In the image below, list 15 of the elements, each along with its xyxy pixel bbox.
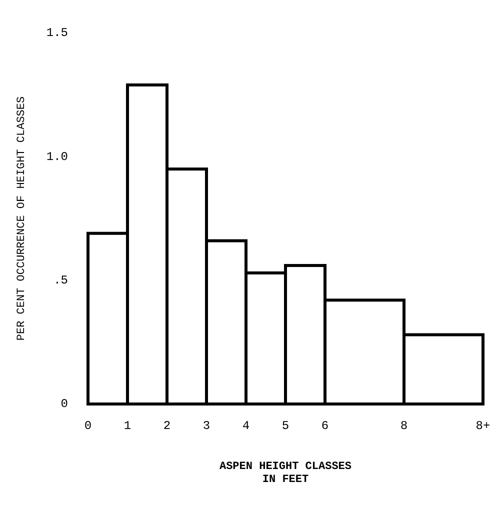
x-tick-label: 3 [202, 419, 210, 433]
x-tick-label: 4 [242, 419, 250, 433]
y-axis-title: PER CENT OCCURRENCE OF HEIGHT CLASSES [16, 96, 28, 341]
x-tick-label: 8+ [476, 419, 490, 433]
x-tick-label: 8 [400, 419, 408, 433]
x-tick-label: 1 [124, 419, 132, 433]
x-tick-label: 5 [282, 419, 290, 433]
y-tick-label: 1.0 [46, 150, 68, 164]
y-tick-label: 0 [60, 397, 68, 412]
y-tick-label: 1.5 [46, 26, 68, 40]
x-tick-label: 2 [163, 419, 171, 433]
x-tick-label: 0 [84, 419, 92, 433]
y-tick-label: .5 [54, 274, 68, 288]
x-tick-label: 6 [321, 419, 329, 433]
x-axis-title: ASPEN HEIGHT CLASSES IN FEET [219, 461, 352, 486]
